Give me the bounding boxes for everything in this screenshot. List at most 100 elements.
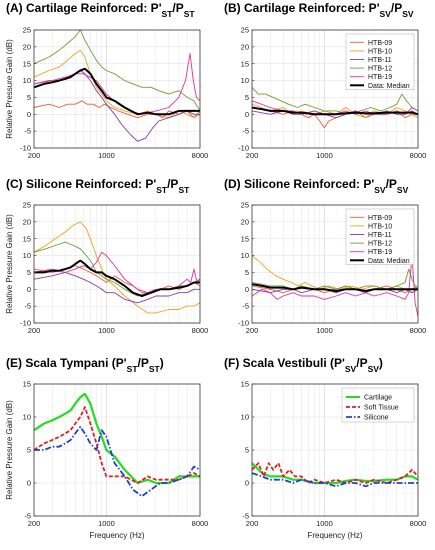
y-tick-label: 10 (23, 251, 31, 260)
x-tick-label: 200 (246, 519, 259, 528)
x-tick-label: 8000 (192, 151, 209, 160)
legend-box (345, 33, 415, 90)
x-tick-label: 1000 (98, 151, 115, 160)
y-tick-label: 20 (241, 42, 249, 51)
y-tick-label: 0 (27, 110, 31, 119)
x-tick-label: 200 (28, 151, 41, 160)
legend-label: HTB-19 (368, 74, 392, 81)
legend-label: HTB-12 (368, 241, 392, 248)
axes-frame (33, 204, 201, 324)
legend-label: HTB-09 (368, 215, 392, 222)
legend-label: HTB-11 (368, 232, 392, 239)
legend-label: Silicone (364, 415, 389, 422)
legend-label: Cartilage (364, 395, 392, 402)
y-tick-label: -10 (20, 144, 31, 153)
legend-label: HTB-19 (368, 249, 392, 256)
y-tick-label: 15 (23, 234, 31, 243)
y-tick-label: -10 (20, 319, 31, 328)
x-tick-label: 1000 (98, 326, 115, 335)
y-tick-label: 15 (241, 234, 249, 243)
plot-area (34, 205, 200, 323)
panel-title: (B) Cartilage Reinforced: P'SV/PSV (224, 1, 414, 19)
y-tick-label: 15 (23, 59, 31, 68)
series-line-data-median (251, 106, 419, 116)
series-line-data-median (251, 283, 418, 292)
panel-title: (A) Cartilage Reinforced: P'ST/PST (6, 1, 195, 19)
x-axis-label: Frequency (Hz) (307, 531, 362, 540)
panel-b: (B) Cartilage Reinforced: P'SV/PSV -10 -5 0… (224, 1, 426, 160)
y-tick-label: 5 (27, 93, 31, 102)
series-line-htb-12 (251, 86, 419, 115)
series-line-soft-tissue (33, 406, 201, 484)
panel-title: (D) Silicone Reinforced: P'SV/PSV (224, 177, 409, 195)
y-tick-label: 0 (27, 285, 31, 294)
y-tick-label: 5 (245, 268, 249, 277)
axes-frame (33, 29, 201, 149)
panel-f: (F) Scala Vestibuli (P'SV/PSV) -5 0 5 10 15 20… (224, 356, 426, 540)
legend-label: Data: Median (368, 258, 410, 265)
series-line-htb-12 (33, 29, 201, 112)
series-line-soft-tissue (251, 462, 419, 484)
y-tick-label: 20 (23, 217, 31, 226)
y-tick-label: 0 (245, 110, 249, 119)
x-tick-label: 1000 (98, 519, 115, 528)
panel-c: (C) Silicone Reinforced: P'ST/PST -10 -5 0 5… (5, 177, 208, 335)
panel-title: (F) Scala Vestibuli (P'SV/PSV) (224, 356, 383, 374)
y-tick-label: 10 (241, 76, 249, 85)
panel-d: (D) Silicone Reinforced: P'SV/PSV -10 -5 0 5… (224, 177, 426, 335)
series-line-htb-11 (33, 271, 200, 304)
y-tick-label: -5 (242, 302, 249, 311)
y-tick-label: 10 (241, 251, 249, 260)
y-axis-label: Relative Pressure Gain (dB) (5, 39, 14, 139)
y-tick-label: -5 (24, 512, 31, 521)
y-tick-label: -10 (238, 319, 249, 328)
plot-area (34, 30, 200, 148)
x-tick-label: 8000 (192, 326, 209, 335)
x-tick-label: 1000 (316, 151, 333, 160)
legend-label: HTB-12 (368, 66, 392, 73)
series-line-data-median (34, 259, 200, 297)
x-tick-label: 1000 (316, 519, 333, 528)
series-line-silicone (251, 472, 418, 488)
y-tick-label: 25 (23, 201, 31, 210)
x-tick-label: 8000 (192, 519, 209, 528)
y-tick-label: 20 (241, 217, 249, 226)
x-tick-label: 1000 (316, 326, 333, 335)
y-tick-label: -10 (238, 144, 249, 153)
series-line-data-median (33, 67, 200, 116)
legend-label: HTB-10 (368, 48, 392, 55)
x-axis-label: Frequency (Hz) (89, 531, 144, 540)
panel-title: (E) Scala Tympani (P'ST/PST) (6, 356, 164, 374)
x-tick-label: 200 (246, 326, 259, 335)
legend: Cartilage Soft Tissue Silicone (341, 387, 415, 423)
y-tick-label: 25 (241, 201, 249, 210)
legend-label: Soft Tissue (364, 405, 399, 412)
y-tick-label: 0 (245, 479, 249, 488)
y-tick-label: 0 (245, 285, 249, 294)
y-tick-label: -5 (24, 302, 31, 311)
axes-frame (251, 204, 419, 324)
x-tick-label: 8000 (410, 151, 427, 160)
y-tick-label: 10 (23, 76, 31, 85)
y-axis-label: Relative Pressure Gain (dB) (5, 214, 14, 314)
y-tick-label: 15 (241, 380, 249, 389)
y-tick-label: 10 (241, 413, 249, 422)
x-tick-label: 8000 (410, 519, 427, 528)
x-tick-label: 200 (28, 326, 41, 335)
x-tick-label: 200 (28, 519, 41, 528)
x-tick-label: 200 (246, 151, 259, 160)
y-tick-label: 5 (245, 93, 249, 102)
series-line-htb-19 (251, 255, 419, 317)
y-tick-label: 5 (27, 268, 31, 277)
y-tick-label: 25 (241, 26, 249, 35)
y-tick-label: -5 (242, 127, 249, 136)
panel-title: (C) Silicone Reinforced: P'ST/PST (6, 177, 190, 195)
x-tick-label: 8000 (410, 326, 427, 335)
legend-label: HTB-10 (368, 223, 392, 230)
y-tick-label: 15 (23, 380, 31, 389)
y-axis-label: Relative Pressure Gain (dB) (5, 400, 14, 500)
y-tick-label: -5 (242, 512, 249, 521)
